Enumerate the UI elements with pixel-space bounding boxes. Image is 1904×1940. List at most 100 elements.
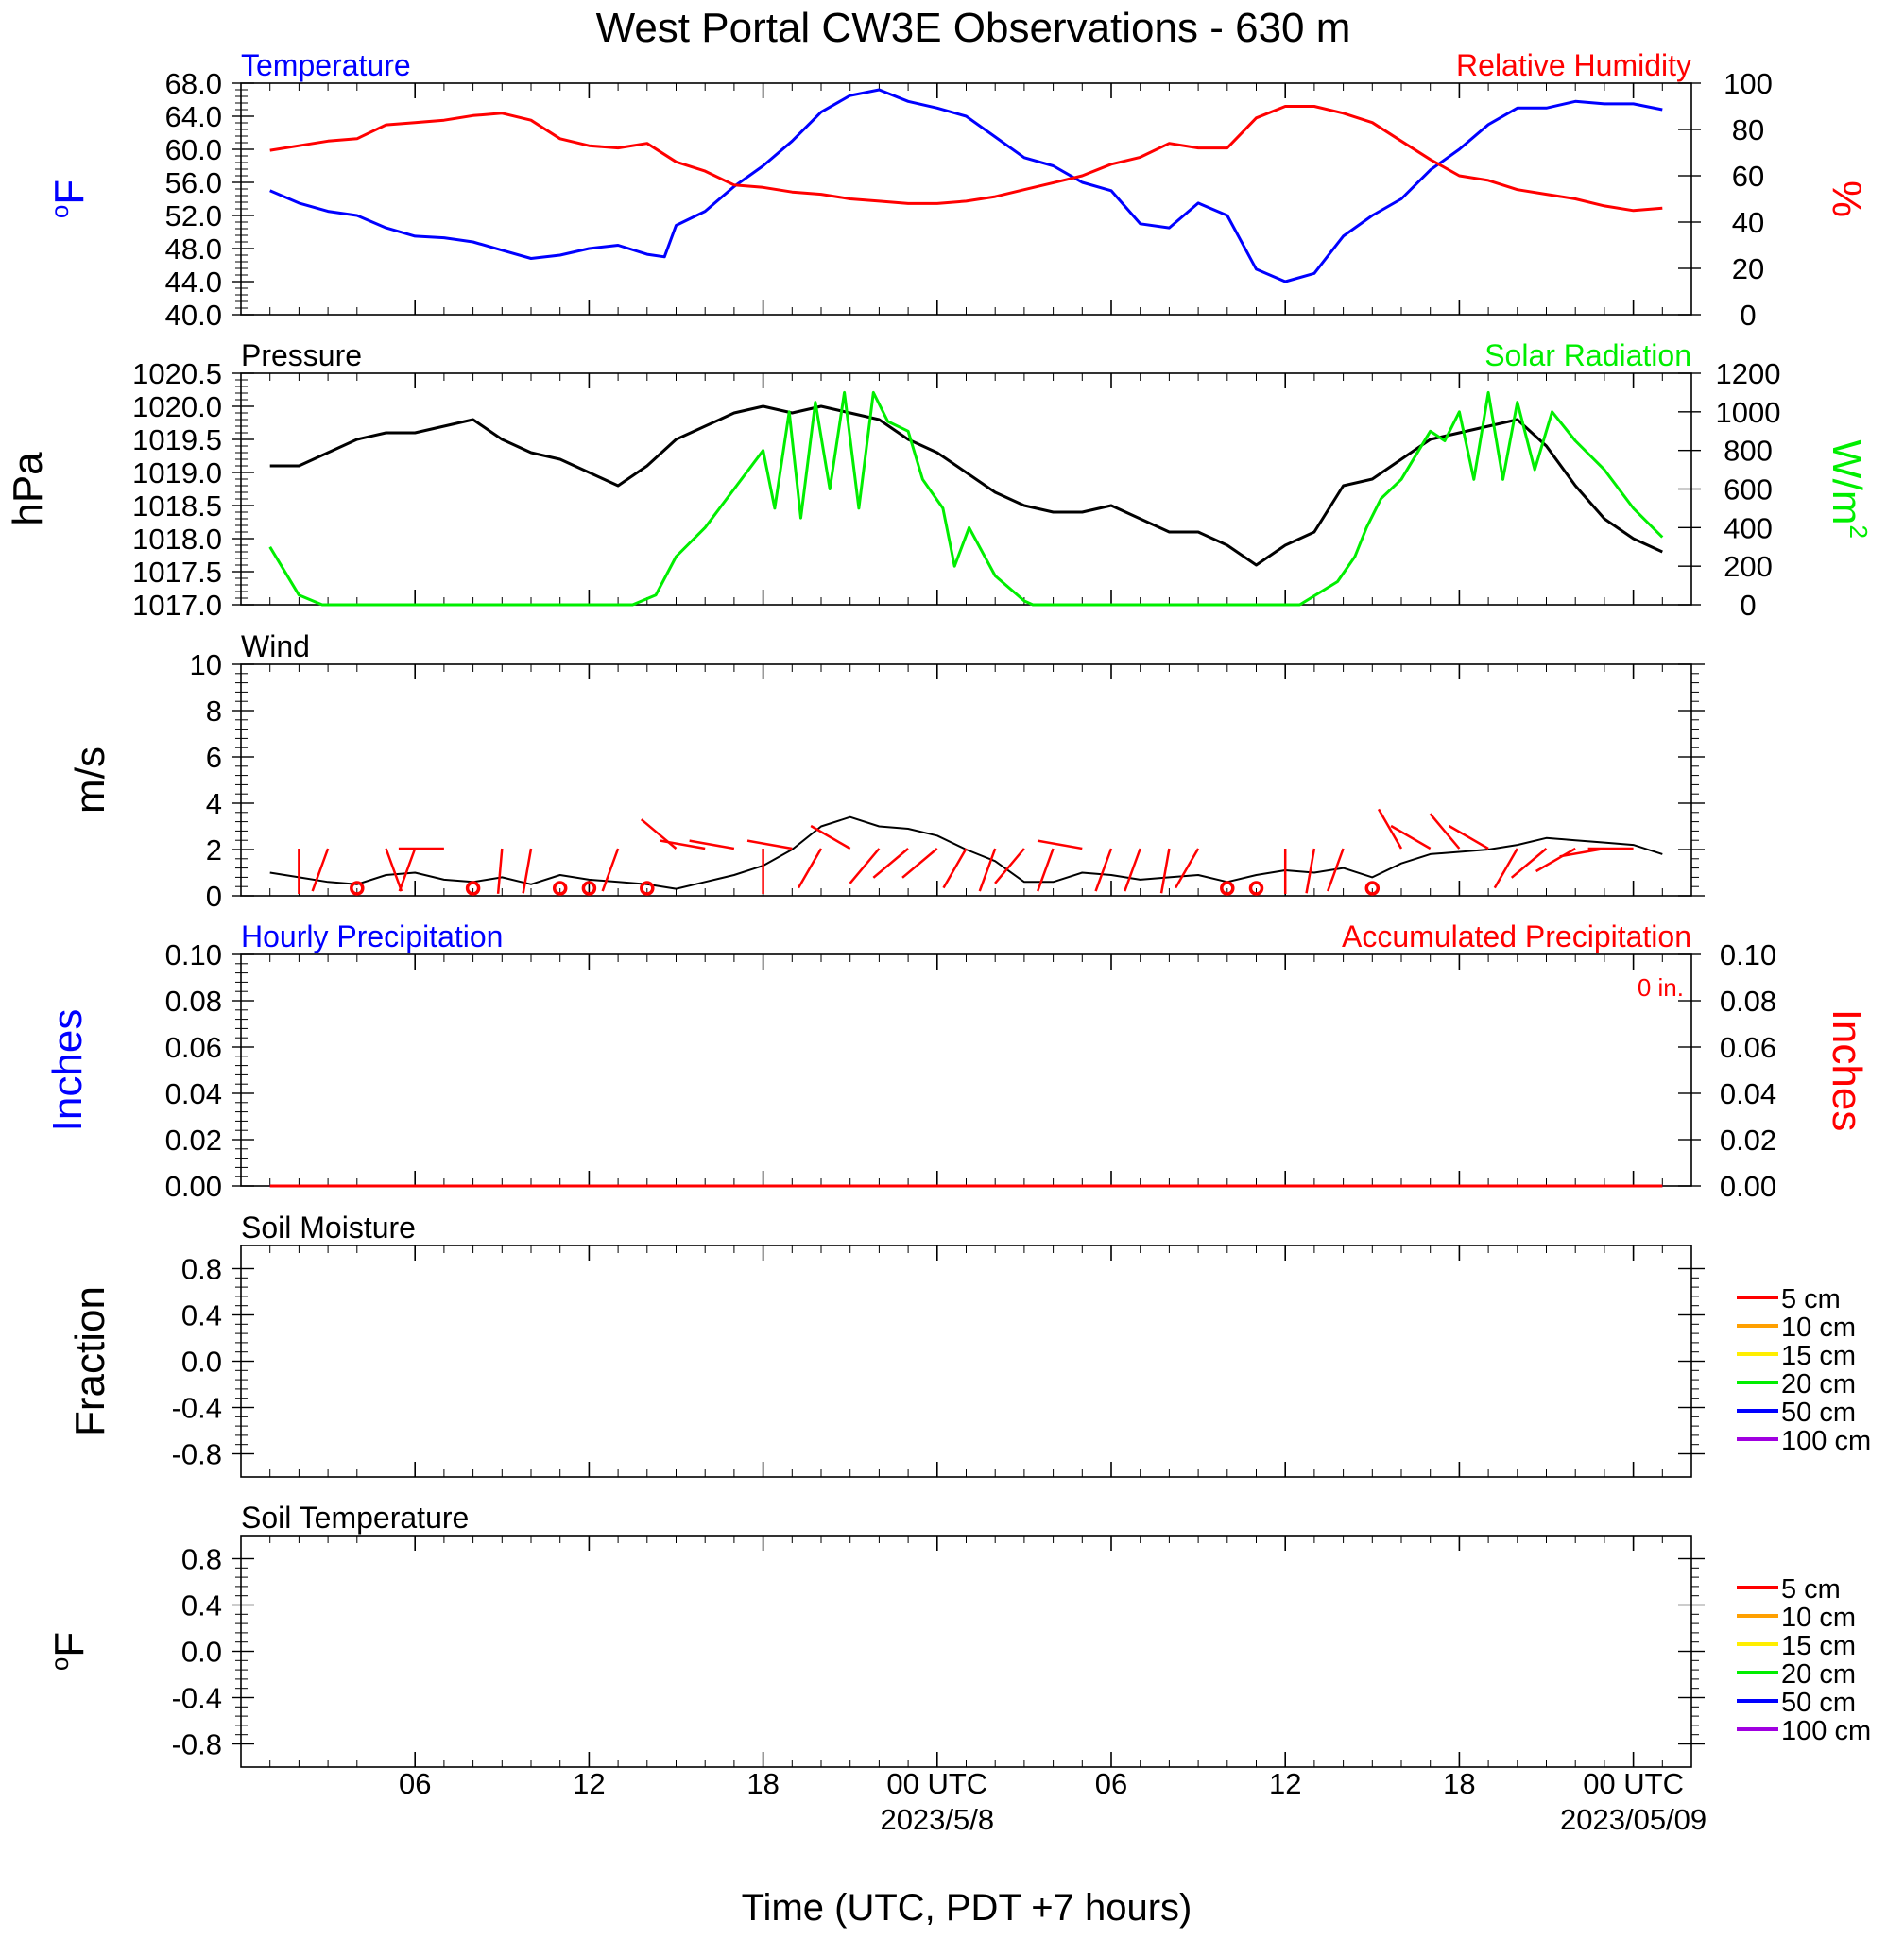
wind-barb-calm [465,881,481,896]
panel-frame [240,372,1692,606]
y-tick-label-left: 10 [190,648,222,681]
temperature-line [269,88,1663,283]
panel-title-left: Wind [241,629,310,663]
wind-barb [1493,848,1518,889]
panel-title-left: Temperature [241,48,411,82]
y-tick-label-left: 8 [206,695,222,728]
legend-label: 15 cm [1781,1341,1856,1371]
panel-title-left: Hourly Precipitation [241,919,503,953]
wind-barb [797,848,823,889]
panel-wind: 10 8 6 4 2 0 Wind m/s [67,629,1705,913]
panel-frame [240,1245,1692,1478]
y-tick-label-right: 0 [1740,589,1756,622]
x-tick-label: 00 UTC [1583,1767,1684,1800]
wind-barb [1448,824,1489,850]
y-tick-label-right: 600 [1724,473,1773,506]
wind-barb [1094,848,1113,892]
wind-barb-calm [1220,881,1235,896]
x-tick-label: 18 [746,1767,779,1800]
panel-soil-moisture: 0.8 0.4 0.0 -0.4 -0.8 Soil Moisture Fraction 5 … [67,1210,1871,1478]
y-tick-label-right: 0.04 [1720,1077,1776,1110]
y-tick-label-left: 40.0 [165,299,222,332]
y-tick-label-left: 56.0 [165,166,222,199]
y-axis-label-left-group: oF [45,1632,93,1671]
y-tick-label-left: -0.4 [172,1392,222,1425]
y-tick-label-right: 0.02 [1720,1124,1776,1157]
wind-barb-calm [350,881,365,896]
y-tick-label-left: 0.02 [165,1124,222,1157]
y-tick-label-right: 800 [1724,435,1773,468]
y-axis-label-right-group: Inches [1824,1009,1870,1132]
panel-title-right: Accumulated Precipitation [1342,919,1691,953]
x-date-label: 2023/05/09 [1560,1803,1707,1836]
legend-label: 5 cm [1781,1284,1841,1314]
panel-title-right: Relative Humidity [1456,48,1691,82]
y-tick-label-left: 64.0 [165,100,222,133]
wind-barb [994,848,1025,884]
wind-barb-calm [552,881,568,896]
x-tick-label: 12 [573,1767,605,1800]
solar-radiation-line [268,390,1664,607]
y-axis-label-right: Inches [1824,1009,1870,1132]
panel-pressure-solar: 1020.51020.01019.51019.01018.51018.01017… [5,338,1873,622]
wind-barb [522,848,533,894]
x-tick-label: 00 UTC [886,1767,987,1800]
wind-barb [1429,813,1461,850]
panel-title-left: Soil Moisture [241,1210,416,1245]
pressure-line [269,404,1663,567]
y-tick-label-left: 0.10 [165,938,222,971]
y-tick-label-left: 0.0 [181,1346,222,1379]
y-axis-label-left: Fraction [67,1286,113,1436]
relative-humidity-line [269,105,1663,213]
figure-title: West Portal CW3E Observations - 630 m [596,5,1351,51]
y-tick-label-left: 1018.0 [132,523,222,556]
legend-label: 100 cm [1781,1716,1871,1746]
y-tick-label-left: 60.0 [165,133,222,166]
wind-barb [1559,847,1605,858]
y-tick-label-right: 100 [1724,67,1773,100]
wind-barb [640,818,678,850]
wind-barb-calm [581,881,597,896]
x-axis-layer: Time (UTC, PDT +7 hours) 06 12 18 00 UTC 06 1… [399,1767,1707,1929]
wind-barb [1037,848,1055,892]
wind-barb [1175,848,1200,889]
y-axis-label-right-group: W/m2 [1824,439,1873,539]
y-axis-label-left: Inches [44,1009,91,1132]
x-axis-label: Time (UTC, PDT +7 hours) [742,1887,1192,1929]
wind-barb [978,848,997,892]
y-tick-label-right: 40 [1732,206,1764,239]
y-tick-label-right: 0 [1740,299,1756,332]
wind-barb [398,848,417,892]
wind-barb [1327,848,1345,892]
y-axis-label-right: % [1824,180,1870,217]
panel-frame [240,663,1692,897]
wind-barb [1305,848,1316,894]
x-tick-label: 06 [1095,1767,1127,1800]
wind-barb [1535,847,1576,873]
wind-barb [872,848,909,879]
legend-label: 10 cm [1781,1603,1856,1633]
wind-barb [901,848,938,879]
y-tick-label-right: 0.06 [1720,1031,1776,1064]
y-tick-label-left: 0.0 [181,1636,222,1669]
y-tick-label-right: 20 [1732,252,1764,285]
y-tick-label-right: 400 [1724,511,1773,544]
wind-barb [1124,848,1141,892]
wind-barb [810,824,851,850]
wind-barb [1159,848,1171,894]
y-tick-label-right: 0.08 [1720,985,1776,1018]
x-date-label: 2023/5/8 [880,1803,994,1836]
wind-barb [1390,824,1432,850]
wind-barb [746,839,793,850]
y-tick-label-left: 0.00 [165,1170,222,1203]
y-tick-label-left: 0.06 [165,1031,222,1064]
y-axis-label-right-group: % [1824,180,1870,217]
y-axis-label-left-group: Inches [44,1009,91,1132]
wind-barb [1510,848,1548,879]
legend-label: 20 cm [1781,1659,1856,1690]
y-tick-label-left: 6 [206,741,222,774]
y-axis-label-right: W/m2 [1824,439,1873,539]
legend-label: 100 cm [1781,1426,1871,1456]
